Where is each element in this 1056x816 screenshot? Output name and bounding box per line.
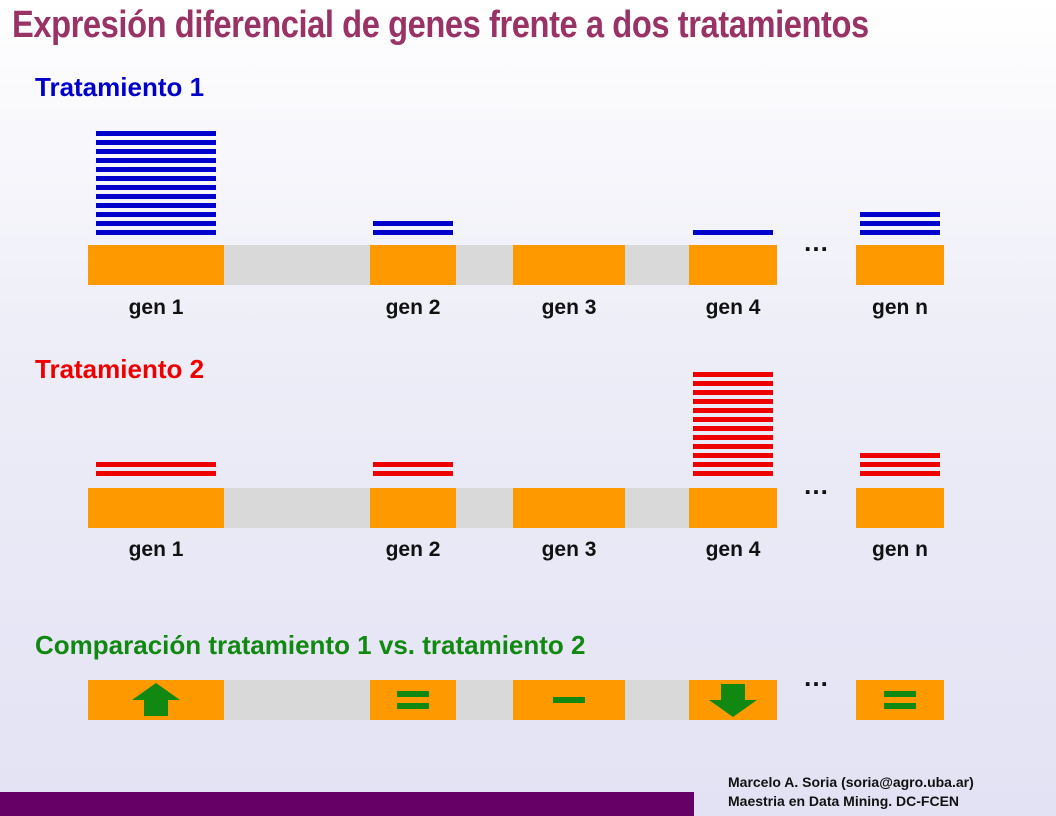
cmp-gene-block-5	[856, 680, 944, 720]
t2-expression-2	[373, 462, 453, 480]
t2-expression-line	[96, 471, 216, 476]
t1-ellipsis: …	[803, 227, 830, 257]
t2-spacer-1	[224, 488, 370, 528]
t2-expression-1	[96, 462, 216, 480]
t1-expression-2	[373, 221, 453, 239]
t1-expression-line	[373, 230, 453, 235]
t2-gene-block-1	[88, 488, 224, 528]
t1-expression-4	[693, 230, 773, 239]
t1-spacer-1	[224, 245, 370, 285]
cmp-gene-block-2	[370, 680, 456, 720]
t2-ellipsis: …	[803, 470, 830, 500]
t1-expression-line	[96, 149, 216, 154]
t2-expression-line	[693, 417, 773, 422]
cmp-ellipsis: …	[803, 662, 830, 692]
t1-expression-line	[96, 203, 216, 208]
page-title: Expresión diferencial de genes frente a …	[12, 4, 869, 46]
cmp-spacer-1	[224, 680, 370, 720]
t2-gene-label-4: gen 4	[705, 538, 761, 561]
t1-expression-line	[860, 230, 940, 235]
arrow-up-icon	[132, 683, 180, 716]
t2-gene-label-1: gen 1	[128, 538, 184, 561]
t2-expression-line	[693, 471, 773, 476]
t2-expression-line	[96, 462, 216, 467]
t2-expression-line	[693, 426, 773, 431]
t2-gene-block-3	[513, 488, 625, 528]
t2-expression-line	[373, 462, 453, 467]
footer-bar	[0, 792, 694, 816]
t2-expression-line	[693, 462, 773, 467]
t2-expression-line	[860, 462, 940, 467]
t1-gene-label-2: gen 2	[385, 296, 441, 319]
t2-expression-line	[693, 381, 773, 386]
arrow-down-icon	[709, 684, 757, 717]
t1-expression-5	[860, 212, 940, 239]
t1-gene-label-3: gen 3	[541, 296, 597, 319]
t2-spacer-3	[625, 488, 689, 528]
t1-gene-label-4: gen 4	[705, 296, 761, 319]
minus-icon	[553, 697, 585, 703]
equal-icon	[884, 691, 916, 709]
t2-expression-line	[693, 453, 773, 458]
equal-icon	[397, 691, 429, 709]
t1-expression-line	[96, 140, 216, 145]
t1-gene-label-1: gen 1	[128, 296, 184, 319]
t1-expression-line	[96, 131, 216, 136]
t2-spacer-2	[456, 488, 513, 528]
t2-expression-line	[693, 408, 773, 413]
treatment2-title: Tratamiento 2	[35, 354, 205, 384]
t1-expression-line	[96, 167, 216, 172]
t1-expression-line	[96, 230, 216, 235]
t1-gene-block-4	[689, 245, 777, 285]
cmp-spacer-3	[625, 680, 689, 720]
t1-expression-line	[860, 221, 940, 226]
t1-expression-line	[693, 230, 773, 235]
footer-author: Marcelo A. Soria (soria@agro.uba.ar)	[728, 774, 974, 790]
t2-expression-4	[693, 372, 773, 480]
treatment1-title: Tratamiento 1	[35, 72, 205, 102]
t2-gene-label-5: gen n	[872, 538, 928, 561]
t1-spacer-2	[456, 245, 513, 285]
comparison-title: Comparación tratamiento 1 vs. tratamient…	[35, 630, 586, 660]
t1-expression-line	[373, 221, 453, 226]
t1-expression-line	[96, 185, 216, 190]
t2-expression-line	[693, 444, 773, 449]
t1-expression-line	[96, 176, 216, 181]
t2-expression-line	[693, 390, 773, 395]
t1-spacer-3	[625, 245, 689, 285]
t2-expression-line	[860, 471, 940, 476]
t1-gene-block-1	[88, 245, 224, 285]
t1-expression-line	[860, 212, 940, 217]
cmp-spacer-2	[456, 680, 513, 720]
t2-expression-line	[693, 372, 773, 377]
t2-gene-label-3: gen 3	[541, 538, 597, 561]
t1-expression-1	[96, 131, 216, 239]
t2-expression-5	[860, 453, 940, 480]
t2-expression-line	[693, 399, 773, 404]
t2-expression-line	[860, 453, 940, 458]
t1-gene-label-5: gen n	[872, 296, 928, 319]
t2-gene-block-2	[370, 488, 456, 528]
t1-expression-line	[96, 194, 216, 199]
t2-expression-line	[693, 435, 773, 440]
t2-gene-block-4	[689, 488, 777, 528]
t2-gene-block-5	[856, 488, 944, 528]
t2-gene-label-2: gen 2	[385, 538, 441, 561]
t1-gene-block-2	[370, 245, 456, 285]
t1-expression-line	[96, 158, 216, 163]
t2-expression-line	[373, 471, 453, 476]
t1-gene-block-3	[513, 245, 625, 285]
t1-gene-block-5	[856, 245, 944, 285]
t1-expression-line	[96, 212, 216, 217]
t1-expression-line	[96, 221, 216, 226]
footer-course: Maestria en Data Mining. DC-FCEN	[728, 793, 960, 809]
